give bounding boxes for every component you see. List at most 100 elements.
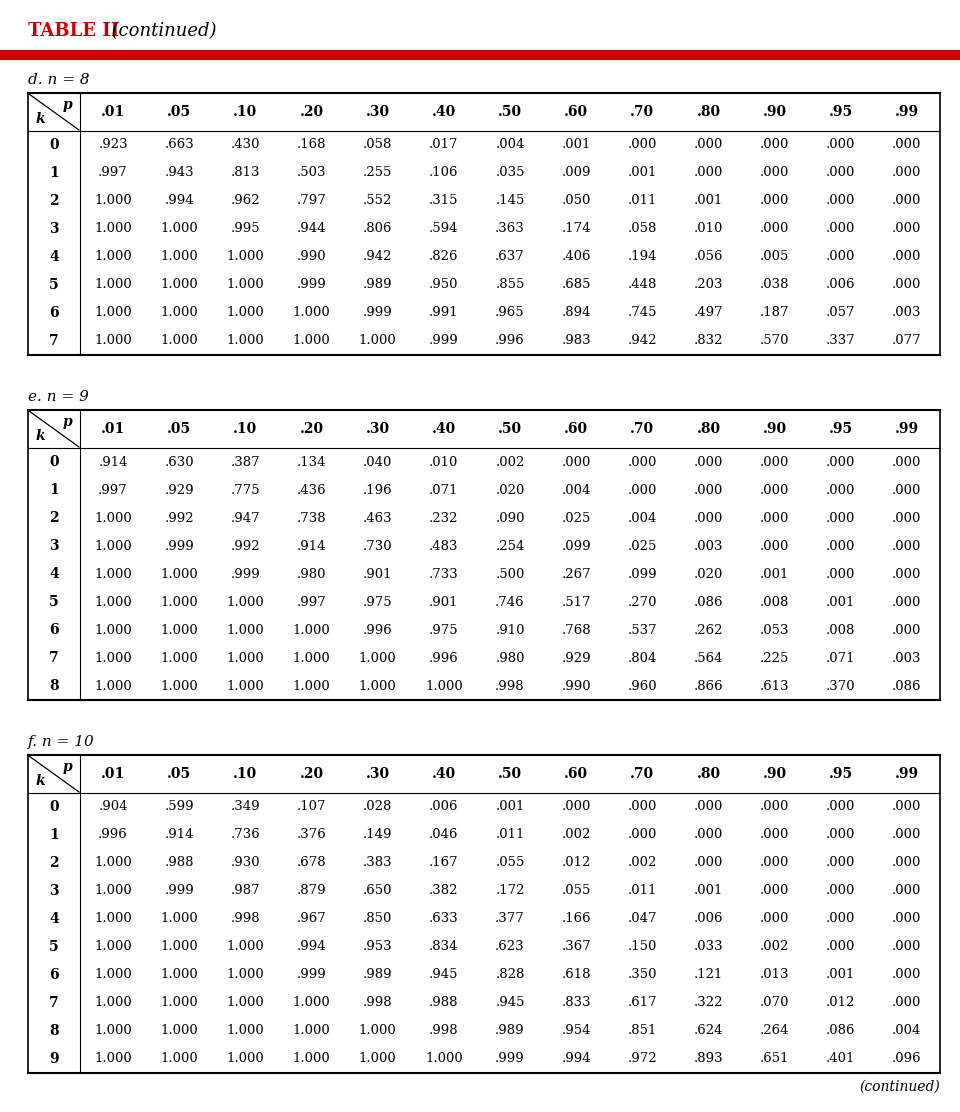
Text: .000: .000 [760,856,789,870]
Text: 1.000: 1.000 [160,996,198,1010]
Text: .630: .630 [164,456,194,468]
Text: .945: .945 [429,969,459,982]
Text: .000: .000 [892,884,922,897]
Text: .121: .121 [694,969,723,982]
Text: .503: .503 [297,167,326,179]
Text: .000: .000 [892,484,922,496]
Text: .000: .000 [760,828,789,842]
Text: .987: .987 [230,884,260,897]
Text: .262: .262 [694,624,723,636]
Text: .086: .086 [694,596,723,608]
Text: 1.000: 1.000 [227,335,264,347]
Text: .999: .999 [297,278,326,291]
Text: .685: .685 [562,278,591,291]
Text: .05: .05 [167,421,191,436]
Text: .000: .000 [892,996,922,1010]
Text: .448: .448 [628,278,657,291]
Text: .914: .914 [98,456,128,468]
Text: .954: .954 [562,1024,591,1037]
Text: .000: .000 [694,856,723,870]
Text: 6: 6 [49,306,59,320]
Text: .000: .000 [892,624,922,636]
Text: .322: .322 [694,996,723,1010]
Text: .000: .000 [760,913,789,925]
Text: .965: .965 [495,307,525,319]
Text: .994: .994 [562,1052,591,1065]
Text: .929: .929 [562,652,591,665]
Text: 1.000: 1.000 [227,596,264,608]
Text: .000: .000 [892,195,922,208]
Text: .168: .168 [297,139,326,151]
Text: .804: .804 [628,652,657,665]
Text: 1.000: 1.000 [293,1052,330,1065]
Text: 1: 1 [49,483,59,497]
Text: .998: .998 [495,679,525,693]
Text: .001: .001 [495,801,525,814]
Text: 8: 8 [49,1024,59,1037]
Text: .046: .046 [429,828,459,842]
Text: .991: .991 [429,307,459,319]
Text: .150: .150 [628,941,657,953]
Text: .746: .746 [495,596,525,608]
Text: 1.000: 1.000 [160,652,198,665]
Text: .999: .999 [429,335,459,347]
Text: .962: .962 [230,195,260,208]
Text: .945: .945 [495,996,525,1010]
Text: .053: .053 [760,624,789,636]
Text: .851: .851 [628,1024,657,1037]
Text: .055: .055 [562,884,590,897]
Text: .383: .383 [363,856,393,870]
Text: .001: .001 [562,139,590,151]
Text: 1.000: 1.000 [160,969,198,982]
Text: .828: .828 [495,969,525,982]
Text: 1.000: 1.000 [94,222,132,236]
Text: .001: .001 [760,567,789,580]
Text: .267: .267 [562,567,591,580]
Text: .929: .929 [164,484,194,496]
Text: .000: .000 [760,222,789,236]
Text: .000: .000 [694,484,723,496]
Text: .768: .768 [562,624,591,636]
Text: .000: .000 [760,195,789,208]
Text: .255: .255 [363,167,393,179]
Text: 1.000: 1.000 [227,996,264,1010]
Text: .980: .980 [495,652,525,665]
Text: 1.000: 1.000 [94,624,132,636]
Text: .000: .000 [827,139,855,151]
Text: .057: .057 [826,307,855,319]
Text: .988: .988 [164,856,194,870]
Text: .50: .50 [498,105,522,119]
Text: .901: .901 [429,596,459,608]
Text: 1.000: 1.000 [94,195,132,208]
Text: .008: .008 [827,624,855,636]
Text: .998: .998 [363,996,393,1010]
Text: 3: 3 [49,539,59,553]
Text: .564: .564 [694,652,723,665]
Text: k: k [36,774,46,788]
Text: .401: .401 [827,1052,855,1065]
Text: .999: .999 [363,307,393,319]
Text: .363: .363 [495,222,525,236]
Text: .002: .002 [562,828,590,842]
Text: .406: .406 [562,250,591,264]
Text: 1.000: 1.000 [160,250,198,264]
Text: .000: .000 [760,539,789,553]
Text: .000: .000 [892,801,922,814]
Text: .20: .20 [300,105,324,119]
Text: 1.000: 1.000 [227,1052,264,1065]
Text: .633: .633 [429,913,459,925]
Text: .005: .005 [760,250,789,264]
Text: .930: .930 [230,856,260,870]
Text: .651: .651 [760,1052,789,1065]
Text: .232: .232 [429,512,459,525]
Text: .000: .000 [892,567,922,580]
Text: 1.000: 1.000 [94,996,132,1010]
Text: 0: 0 [49,800,59,814]
Text: 1.000: 1.000 [94,884,132,897]
Text: .910: .910 [495,624,525,636]
Text: .942: .942 [628,335,657,347]
Text: 1: 1 [49,828,59,842]
Text: .990: .990 [297,250,326,264]
Text: .134: .134 [297,456,326,468]
Text: .901: .901 [363,567,393,580]
